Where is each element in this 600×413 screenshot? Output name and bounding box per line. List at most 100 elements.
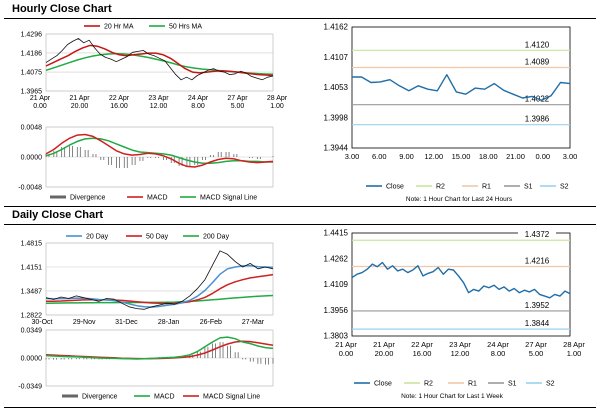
daily-week-level-label-s2: 1.3844 [525,319,550,328]
hourly-24h-x-tick: 6.00 [372,152,387,161]
daily-week-y-tick: 1.3803 [324,332,349,341]
hourly-legend-20hr-label: 20 Hr MA [104,24,134,31]
hourly-price-x-tick: 28 Apr [267,95,288,102]
hourly-price-y-tick: 1.4186 [21,50,43,57]
daily-week-level-label-bg [518,299,556,310]
daily-price-x-tick: 29-Nov [73,319,96,326]
hourly-legend-macd-label: MACD [147,195,168,202]
hourly-24h-close-line [352,73,571,102]
daily-week-legend-s1-label: S1 [508,381,517,388]
hourly-24h-legend-close-label: Close [386,184,404,191]
hourly-price-y-tick: 1.4075 [21,70,43,77]
hourly-24h-y-tick: 1.3998 [324,114,349,123]
hourly-macd-signal-line [45,137,273,165]
hourly-price-x-tick: 20.00 [71,103,89,110]
daily-week-level-label-bg [518,255,556,266]
hourly-price-x-tick: 21 Apr [69,95,90,102]
hourly-price-x-tick: 1.00 [270,103,284,110]
daily-week-legend-r1-label: R1 [468,381,477,388]
hourly-24h-legend-s1-label: S1 [524,184,533,191]
daily-week-y-tick: 1.4262 [324,254,349,263]
hourly-price-x-tick: 24 Apr [188,95,209,102]
hourly-price-x-tick: 0.00 [33,103,47,110]
daily-week-x-tick: 27 Apr [525,340,547,349]
hourly-close-line [45,38,274,81]
hourly-24h-x-tick: 9.00 [399,152,414,161]
daily-legend-signal-label: MACD Signal Line [203,394,260,401]
hourly-24h-x-tick: 0.00 [535,152,550,161]
hourly-macd-y-tick: 0.0048 [21,125,43,132]
hourly-24h-note: Note: 1 Hour Chart for Last 24 Hours [406,196,513,203]
daily-macd-y-tick: -0.0349 [18,384,42,391]
hourly-24h-y-tick: 1.4053 [324,83,349,92]
daily-week-level-label-bg [518,318,556,329]
daily-week-x-tick: 24 Apr [487,340,509,349]
hourly-24h-level-label-bg [518,56,556,67]
daily-week-x-tick: 21 Apr [335,340,357,349]
daily-price-y-tick: 1.4151 [21,264,43,271]
daily-week-y-tick: 1.4415 [324,229,349,238]
divider-middle [4,206,596,207]
hourly-24h-x-tick: 3.00 [563,152,578,161]
daily-price-y-tick: 1.2822 [21,313,43,320]
hourly-20hr-ma-line [45,44,274,77]
daily-week-x-tick: 1.00 [567,349,582,358]
daily-close-line [45,250,274,310]
divider-top [4,18,596,19]
daily-50day-line [45,273,274,305]
hourly-24h-x-tick: 21.00 [506,152,525,161]
divider-bottom [4,407,596,408]
daily-week-level-label-r1: 1.4216 [525,256,550,265]
daily-20day-line [45,264,274,308]
daily-section-title: Daily Close Chart [12,209,104,221]
hourly-price-x-tick: 22 Apr [109,95,130,102]
daily-macd-y-tick: 0.0349 [21,328,43,335]
hourly-24h-level-label-bg [518,113,556,124]
daily-week-x-tick: 21 Apr [373,340,395,349]
daily-week-legend-r2-label: R2 [424,381,433,388]
hourly-24h-y-tick: 1.3944 [324,144,349,153]
hourly-24h-x-tick: 18.00 [479,152,498,161]
daily-week-x-tick: 28 Apr [563,340,585,349]
daily-week-level-label-r2: 1.4372 [525,230,550,239]
hourly-price-y-tick: 1.4296 [21,32,43,39]
daily-legend-200day-label: 200 Day [203,234,230,241]
daily-price-x-tick: 30-Oct [31,319,52,326]
daily-legend-20day-label: 20 Day [86,234,109,241]
daily-price-x-tick: 28-Jan [158,319,180,326]
hourly-24h-level-label-s2: 1.3986 [525,115,550,124]
daily-week-x-tick: 5.00 [529,349,544,358]
daily-week-level-label-s1: 1.3952 [525,301,550,310]
daily-week-x-tick: 8.00 [491,349,506,358]
hourly-price-y-tick: 1.3965 [21,89,43,96]
daily-price-x-tick: 26-Feb [200,319,222,326]
hourly-legend-signal-label: MACD Signal Line [200,195,257,202]
hourly-24h-x-tick: 3.00 [345,152,360,161]
hourly-24h-y-tick: 1.4162 [324,23,349,32]
hourly-price-x-tick: 23 Apr [148,95,169,102]
hourly-macd-y-tick: 0.0000 [21,155,43,162]
daily-week-x-tick: 0.00 [339,349,354,358]
daily-week-x-tick: 20.00 [375,349,394,358]
hourly-24h-x-tick: 12.00 [424,152,443,161]
daily-week-x-tick: 23 Apr [449,340,471,349]
hourly-price-frame [45,33,274,92]
daily-legend-macd-label: MACD [154,394,175,401]
hourly-legend-50hr-label: 50 Hrs MA [169,24,202,31]
hourly-macd-line [45,133,274,168]
daily-week-level-label-bg [518,229,556,240]
daily-price-y-tick: 1.4815 [21,241,43,248]
hourly-24h-legend-r2-label: R2 [436,184,445,191]
daily-week-x-tick: 16.00 [413,349,432,358]
daily-legend-50day-label: 50 Day [146,234,169,241]
hourly-24h-x-tick: 15.00 [452,152,471,161]
daily-week-y-tick: 1.3956 [324,306,349,315]
daily-macd-line [45,336,274,360]
daily-legend-divergence-label: Divergence [82,394,118,401]
hourly-price-x-tick: 5.00 [231,103,245,110]
